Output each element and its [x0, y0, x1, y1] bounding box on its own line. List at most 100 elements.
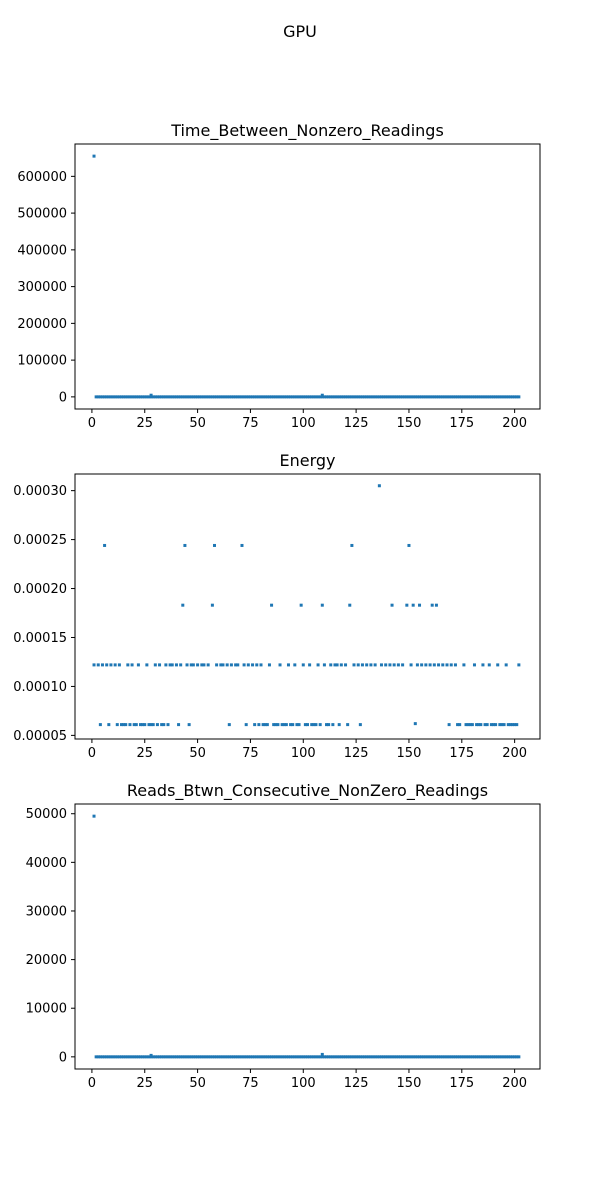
y-tick-label: 500000	[17, 207, 67, 222]
data-point	[481, 395, 485, 399]
data-point	[111, 1055, 115, 1059]
data-point	[276, 723, 280, 727]
data-point	[312, 723, 316, 727]
data-point	[227, 395, 231, 399]
data-point	[255, 1055, 259, 1059]
data-point	[314, 723, 318, 727]
data-point	[485, 1055, 489, 1059]
data-point	[441, 395, 445, 399]
data-point	[316, 395, 320, 399]
data-point	[337, 1055, 341, 1059]
data-point	[253, 395, 257, 399]
data-point	[494, 723, 498, 727]
data-point	[434, 1055, 438, 1059]
data-point	[136, 395, 140, 399]
data-point	[329, 1055, 333, 1059]
data-point	[232, 395, 236, 399]
x-tick-label: 100	[291, 416, 316, 431]
data-point	[377, 1055, 381, 1059]
data-point	[151, 723, 155, 727]
data-point	[115, 395, 119, 399]
data-point	[367, 395, 371, 399]
data-point	[191, 663, 195, 667]
data-point	[449, 395, 453, 399]
data-point	[515, 1055, 519, 1059]
data-point	[360, 395, 364, 399]
data-point	[98, 395, 102, 399]
data-point	[276, 395, 280, 399]
x-tick-label: 100	[291, 1076, 316, 1091]
data-point	[487, 395, 491, 399]
data-point	[280, 723, 284, 727]
data-point	[475, 1055, 479, 1059]
data-point	[369, 395, 373, 399]
data-point	[331, 1055, 335, 1059]
data-point	[415, 395, 419, 399]
data-point	[458, 723, 462, 727]
data-point	[373, 663, 377, 667]
data-point	[449, 1055, 453, 1059]
data-point	[145, 395, 149, 399]
data-point	[492, 395, 495, 399]
plot-frame	[74, 803, 541, 1070]
data-point	[346, 1055, 350, 1059]
data-point	[320, 603, 324, 607]
x-tick-label: 75	[242, 416, 259, 431]
data-point	[453, 395, 457, 399]
data-point	[155, 723, 159, 727]
data-point	[344, 663, 348, 667]
data-point	[511, 395, 515, 399]
data-point	[122, 395, 126, 399]
data-point	[246, 1055, 250, 1059]
data-point	[360, 663, 364, 667]
data-point	[413, 1055, 417, 1059]
data-point	[479, 395, 483, 399]
data-point	[360, 1055, 364, 1059]
data-point	[508, 395, 512, 399]
data-point	[120, 1055, 123, 1059]
data-point	[147, 723, 151, 727]
data-point	[333, 663, 337, 667]
data-point	[352, 663, 356, 667]
x-tick-label: 75	[242, 1076, 259, 1091]
data-point	[301, 1055, 305, 1059]
data-point	[511, 723, 515, 727]
data-point	[322, 395, 326, 399]
data-point	[428, 1055, 432, 1059]
data-point	[124, 1055, 128, 1059]
data-point	[164, 1055, 168, 1059]
data-point	[246, 663, 250, 667]
data-point	[200, 395, 204, 399]
data-point	[382, 1055, 386, 1059]
data-point	[267, 1055, 271, 1059]
data-point	[124, 723, 128, 727]
data-point	[483, 395, 487, 399]
data-point	[329, 663, 333, 667]
data-point	[164, 395, 168, 399]
data-point	[246, 395, 250, 399]
data-point	[420, 1055, 424, 1059]
data-point	[219, 1055, 223, 1059]
data-point	[117, 1055, 121, 1059]
data-point	[415, 1055, 419, 1059]
data-point	[339, 395, 343, 399]
data-point	[242, 1055, 246, 1059]
data-point	[291, 395, 295, 399]
data-point	[500, 395, 504, 399]
data-point	[318, 1055, 322, 1059]
data-point	[242, 395, 246, 399]
data-point	[100, 395, 104, 399]
data-point	[295, 1055, 299, 1059]
data-point	[422, 1055, 426, 1059]
data-point	[284, 1055, 288, 1059]
data-point	[322, 1055, 326, 1059]
data-point	[466, 395, 470, 399]
data-point	[179, 1055, 183, 1059]
data-point	[316, 1055, 320, 1059]
data-point	[284, 723, 288, 727]
data-point	[219, 663, 223, 667]
data-point	[485, 395, 489, 399]
data-point	[244, 395, 248, 399]
data-point	[265, 395, 269, 399]
y-tick-label: 0	[59, 1050, 67, 1065]
